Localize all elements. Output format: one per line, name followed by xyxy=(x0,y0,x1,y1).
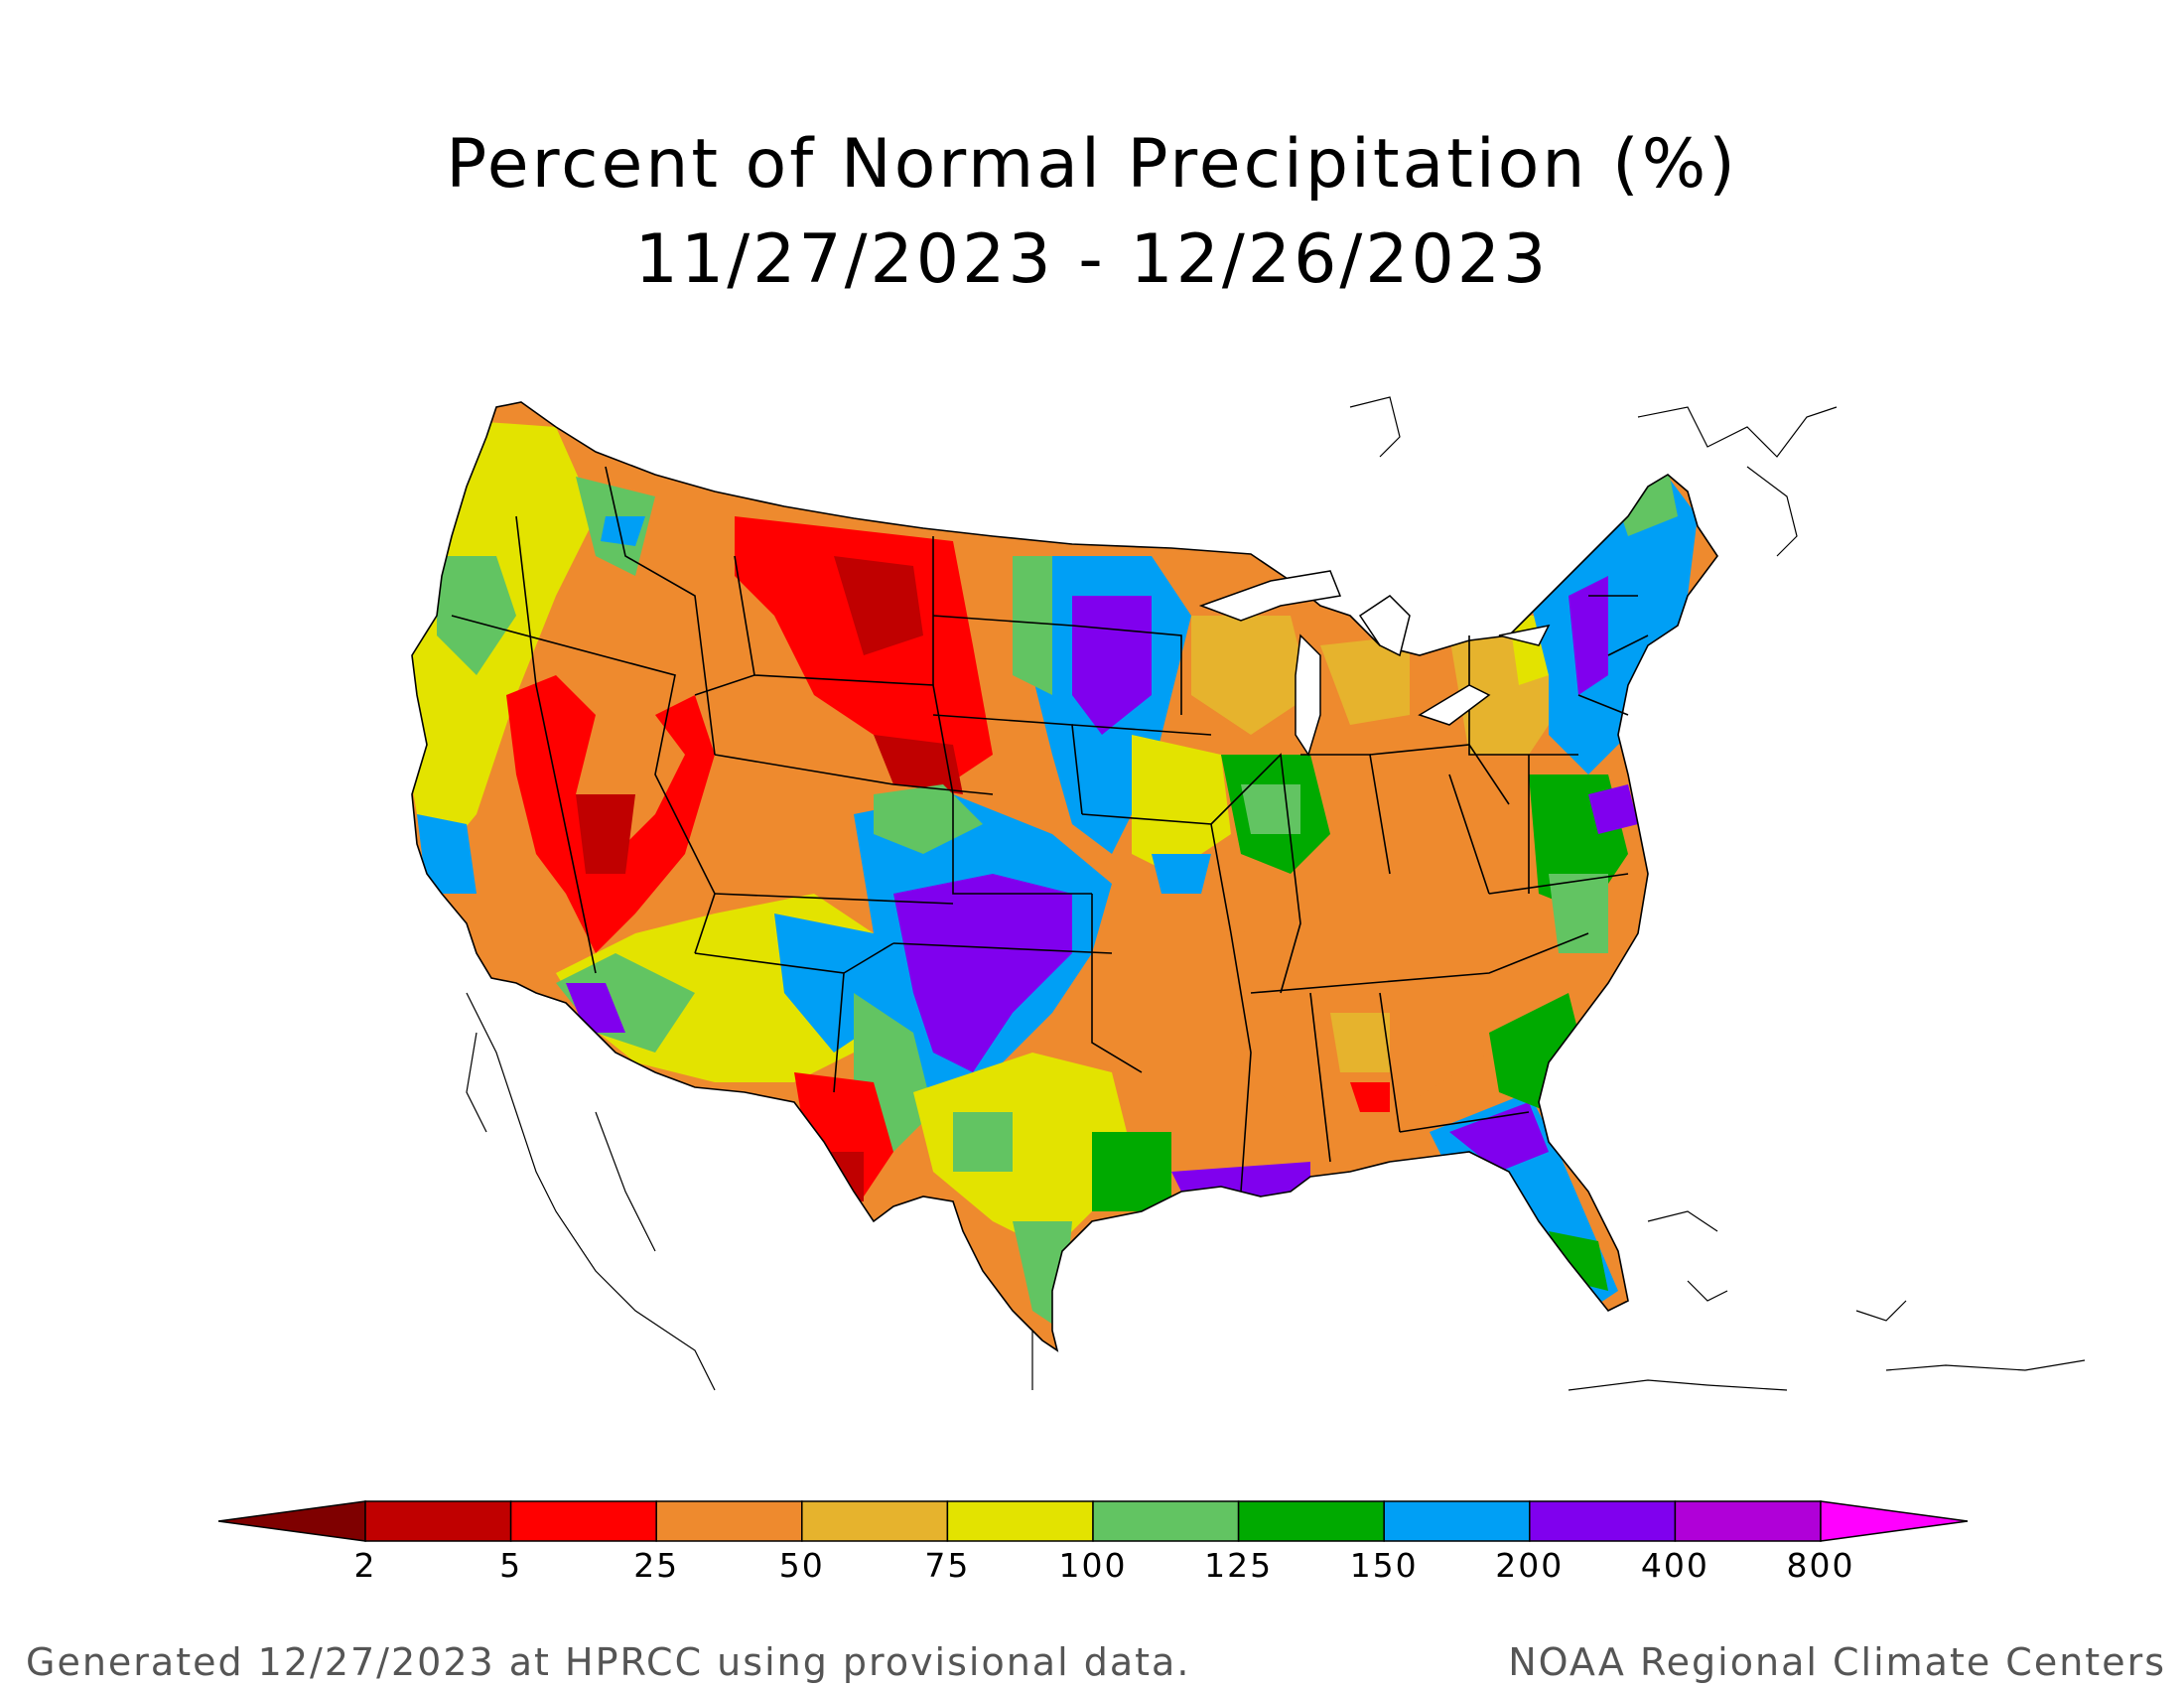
legend-tick-labels: 2 5 25 50 75 100 125 150 200 400 800 xyxy=(354,1546,1855,1585)
generated-note: Generated 12/27/2023 at HPRCC using prov… xyxy=(26,1640,1191,1684)
legend-swatch-high xyxy=(1820,1500,1969,1542)
surrounding-coastlines xyxy=(466,396,2086,1391)
legend-tick-label: 200 xyxy=(1495,1546,1564,1585)
legend-swatch xyxy=(1383,1500,1531,1542)
source-credit: NOAA Regional Climate Centers xyxy=(1508,1640,2166,1684)
legend-swatch xyxy=(1529,1500,1677,1542)
legend-tick-label: 2 xyxy=(354,1546,377,1585)
legend-swatch-low xyxy=(217,1500,366,1542)
title-block: Percent of Normal Precipitation (%) 11/2… xyxy=(0,117,2184,308)
legend-swatch xyxy=(801,1500,949,1542)
legend-swatch xyxy=(655,1500,803,1542)
great-lakes-outline xyxy=(1198,570,1551,757)
legend-swatch xyxy=(1237,1500,1385,1542)
legend-swatch xyxy=(1092,1500,1240,1542)
legend-tick-label: 800 xyxy=(1787,1546,1855,1585)
legend-colorbar xyxy=(217,1500,1969,1542)
legend-tick-label: 50 xyxy=(779,1546,825,1585)
legend-tick-label: 400 xyxy=(1641,1546,1709,1585)
date-range: 11/27/2023 - 12/26/2023 xyxy=(634,220,1550,299)
state-boundaries xyxy=(411,401,1718,1352)
legend-swatch xyxy=(946,1500,1094,1542)
legend-swatch xyxy=(1674,1500,1822,1542)
map-title: Percent of Normal Precipitation (%) xyxy=(446,125,1738,204)
legend-tick-label: 75 xyxy=(924,1546,970,1585)
legend-swatch xyxy=(509,1500,657,1542)
legend-tick-label: 150 xyxy=(1350,1546,1419,1585)
legend-tick-label: 5 xyxy=(499,1546,522,1585)
legend-tick-label: 100 xyxy=(1059,1546,1128,1585)
legend-tick-label: 125 xyxy=(1204,1546,1273,1585)
legend-tick-label: 25 xyxy=(633,1546,679,1585)
legend-swatch xyxy=(364,1500,512,1542)
